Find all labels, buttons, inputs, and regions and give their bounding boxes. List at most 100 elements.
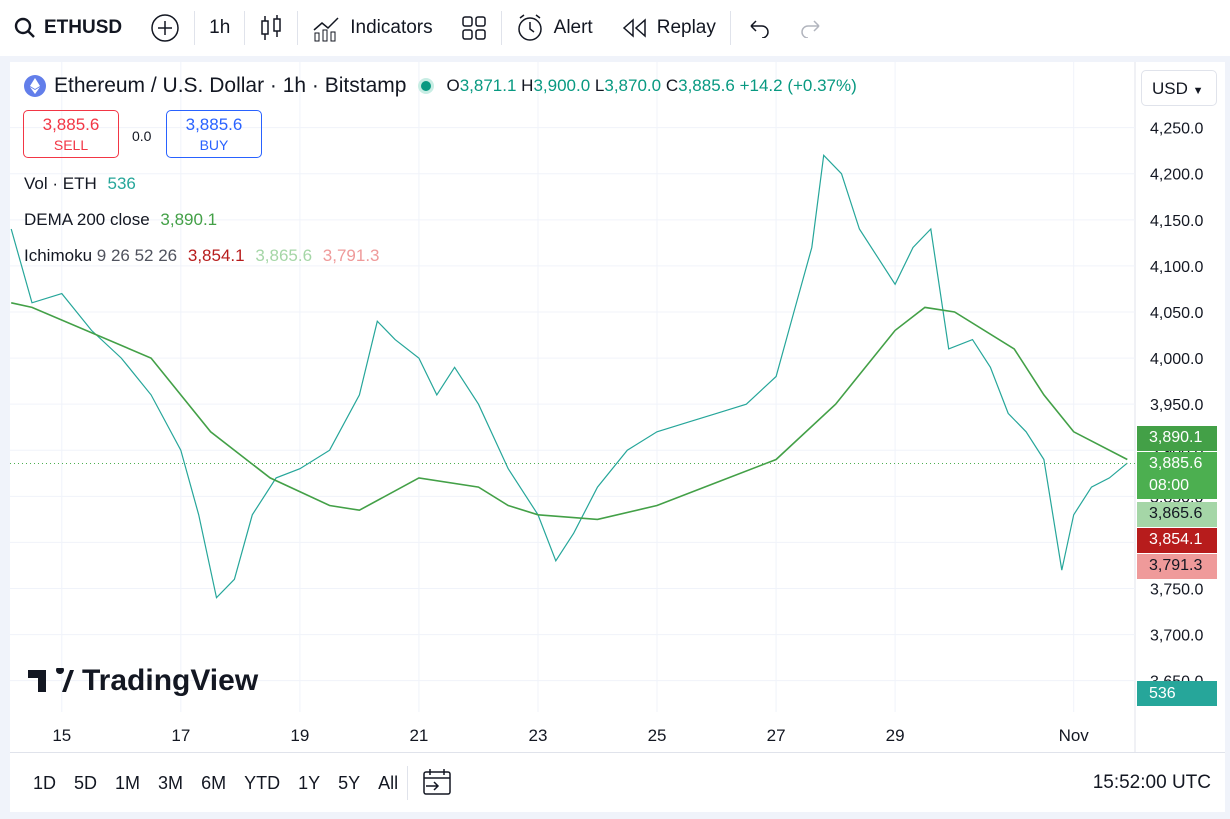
eth-icon — [24, 75, 46, 97]
redo-icon — [801, 20, 820, 38]
y-tick-label: 4,050.0 — [1150, 305, 1203, 322]
indicators-button[interactable]: Indicators — [298, 8, 446, 48]
chart-panel: 3,650.03,700.03,750.03,800.03,850.03,900… — [10, 62, 1225, 812]
x-tick-label: 29 — [886, 726, 905, 745]
separator — [297, 11, 299, 45]
symbol-search[interactable]: ETHUSD — [0, 8, 136, 48]
range-button[interactable]: 5D — [74, 772, 98, 793]
undo[interactable] — [731, 8, 785, 48]
interval[interactable]: 1h — [209, 17, 231, 38]
range-button[interactable]: 1D — [33, 772, 57, 793]
range-button[interactable]: All — [378, 772, 399, 793]
price-badge: 3,854.1 — [1137, 528, 1217, 553]
y-tick-label: 4,150.0 — [1150, 213, 1203, 230]
date-range-icon[interactable] — [408, 768, 468, 798]
badge-label: 3,865.6 — [1149, 505, 1203, 522]
buy-button[interactable]: 3,885.6 BUY — [166, 110, 262, 158]
indicators-icon — [313, 17, 339, 42]
study-name: Vol · ETH — [24, 174, 97, 193]
close-value: 3,885.6 — [678, 76, 735, 95]
badge-label: 3,890.1 — [1149, 429, 1203, 446]
study-value: 3,890.1 — [160, 210, 218, 229]
y-tick-label: 4,200.0 — [1150, 167, 1203, 184]
x-tick-label: 21 — [409, 726, 428, 745]
x-tick-label: 27 — [767, 726, 786, 745]
price-badge: 3,865.6 — [1137, 502, 1217, 527]
replay-button[interactable]: Replay — [607, 8, 730, 48]
x-tick-label: Nov — [1059, 726, 1090, 745]
open-value: 3,871.1 — [459, 76, 517, 95]
badge-label: 3,791.3 — [1149, 557, 1203, 574]
volume-badge: 536 — [1137, 681, 1217, 706]
currency-select[interactable]: USD ▼ — [1141, 70, 1217, 106]
replay-label: Replay — [656, 17, 716, 38]
ranges: 1D 5D 1M 3M 6M YTD 1Y 5Y All — [10, 773, 407, 794]
undo-icon — [750, 20, 769, 38]
indicators-label: Indicators — [350, 17, 433, 38]
search-icon — [14, 17, 35, 38]
study-value: 536 — [107, 174, 136, 193]
logo-mark — [28, 668, 74, 692]
close-label: C — [665, 76, 679, 95]
chart-type[interactable] — [245, 8, 297, 48]
study-name: Ichimoku — [24, 246, 93, 265]
x-tick-label: 17 — [171, 726, 190, 745]
redo[interactable] — [785, 8, 839, 48]
separator — [244, 11, 246, 45]
study-value: 3,791.3 — [322, 246, 380, 265]
currency: USD — [1152, 79, 1188, 98]
logo-text: TradingView — [82, 664, 259, 697]
price-badge: 3,885.6 08:00 — [1137, 452, 1217, 499]
add-symbol[interactable] — [136, 8, 194, 48]
layouts-button[interactable] — [447, 8, 501, 48]
low-value: 3,870.0 — [604, 76, 662, 95]
chart: 3,650.03,700.03,750.03,800.03,850.03,900… — [10, 62, 1203, 752]
clock: 15:52:00 UTC — [1092, 772, 1211, 793]
range-button[interactable]: YTD — [244, 772, 281, 793]
badge-time: 08:00 — [1149, 477, 1190, 494]
sell-price: 3,885.6 — [42, 115, 100, 134]
badge-label: 3,854.1 — [1149, 531, 1203, 548]
y-tick-label: 4,100.0 — [1150, 259, 1203, 276]
alert-icon — [517, 14, 542, 41]
high-value: 3,900.0 — [533, 76, 591, 95]
candle-icon — [261, 15, 282, 40]
symbol: ETHUSD — [44, 17, 123, 38]
study-value: 3,865.6 — [255, 246, 313, 265]
separator — [194, 11, 196, 45]
y-tick-label: 3,700.0 — [1150, 628, 1203, 645]
x-tick-label: 25 — [648, 726, 667, 745]
price-line — [10, 153, 1128, 599]
alert-label: Alert — [553, 17, 593, 38]
y-tick-label: 4,250.0 — [1150, 121, 1203, 138]
range-button[interactable]: 1M — [115, 772, 141, 793]
study-row: DEMA 200 close 3,890.1 — [24, 210, 217, 230]
range-button[interactable]: 5Y — [338, 772, 361, 793]
x-tick-label: 15 — [52, 726, 71, 745]
price-badge: 3,890.1 — [1137, 426, 1217, 451]
alert-button[interactable]: Alert — [502, 8, 607, 48]
separator — [500, 11, 502, 45]
study-value: 3,854.1 — [187, 246, 245, 265]
replay-icon — [622, 18, 646, 38]
range-button[interactable]: 1Y — [298, 772, 321, 793]
buy-price: 3,885.6 — [185, 115, 243, 134]
high-label: H — [521, 76, 534, 95]
study-row: Vol · ETH 536 — [24, 174, 136, 194]
x-tick-label: 19 — [290, 726, 309, 745]
range-button[interactable]: 6M — [201, 772, 227, 793]
sell-button[interactable]: 3,885.6 SELL — [23, 110, 119, 158]
separator — [729, 11, 731, 45]
toolbar: ETHUSD 1h Indicators Alert Replay — [0, 0, 1230, 56]
separator — [407, 766, 409, 800]
plus-icon — [151, 14, 179, 42]
logo: TradingView — [28, 664, 258, 698]
low-label: L — [594, 76, 605, 95]
price-line — [11, 302, 1128, 521]
y-tick-label: 3,950.0 — [1150, 397, 1203, 414]
symbol-title: Ethereum / U.S. Dollar · 1h · Bitstamp — [54, 74, 407, 97]
legend: Ethereum / U.S. Dollar · 1h · Bitstamp O… — [24, 74, 857, 98]
y-tick-label: 4,000.0 — [1150, 351, 1203, 368]
range-button[interactable]: 3M — [158, 772, 184, 793]
